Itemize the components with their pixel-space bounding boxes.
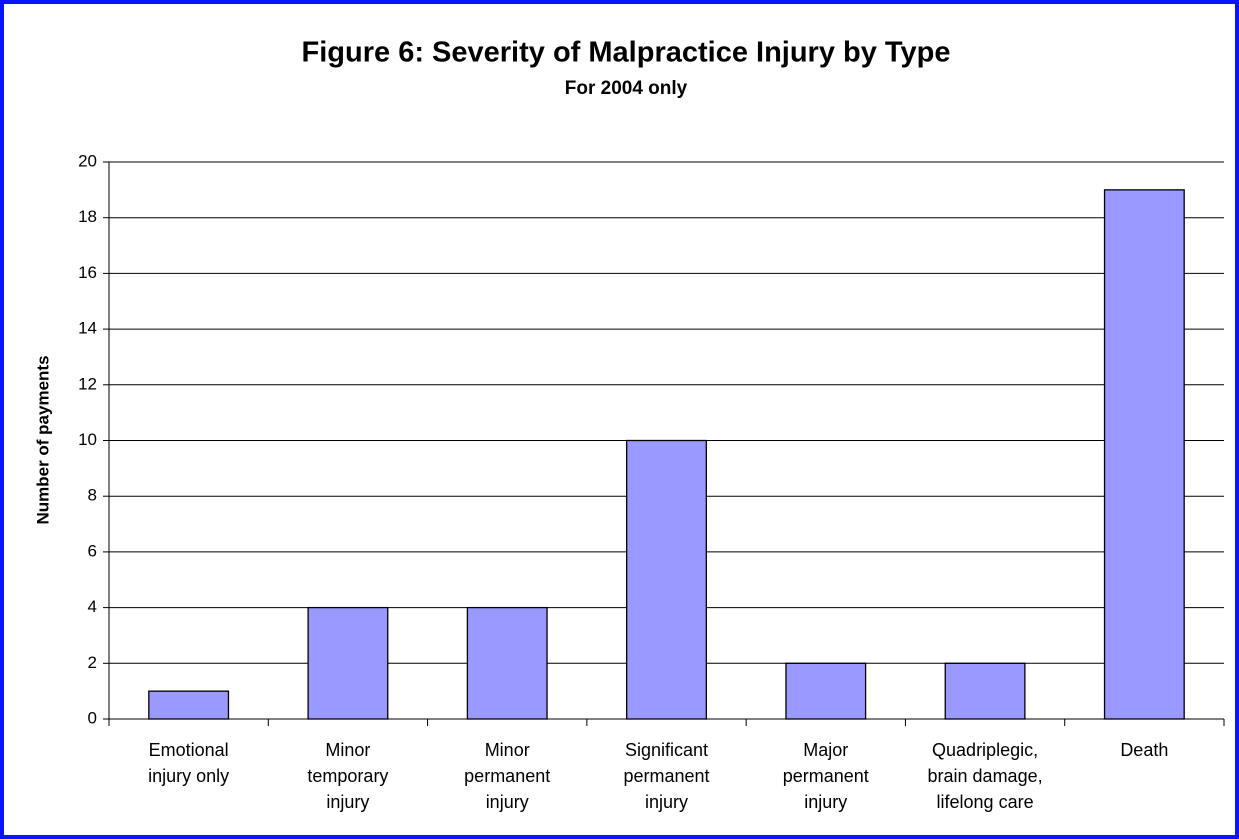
- bar: [944, 662, 1026, 720]
- chart-subtitle: For 2004 only: [565, 78, 688, 99]
- y-tick-label: 18: [78, 207, 97, 226]
- x-tick-label: Minor temporary injury: [307, 740, 389, 812]
- y-axis-label: Number of payments: [33, 355, 52, 524]
- bar: [785, 662, 867, 720]
- y-tick-label: 16: [78, 263, 97, 282]
- x-tick-label: Minor permanent injury: [464, 740, 551, 812]
- x-tick-label: Major permanent injury: [782, 740, 869, 812]
- bar: [148, 690, 230, 720]
- x-tick-label: Significant permanent injury: [623, 740, 710, 812]
- y-tick-label: 10: [78, 430, 97, 449]
- y-tick-label: 2: [88, 653, 97, 672]
- y-tick-label: 6: [88, 541, 97, 560]
- chart-title: Figure 6: Severity of Malpractice Injury…: [302, 37, 951, 69]
- y-tick-label: 14: [78, 319, 97, 338]
- bar: [307, 606, 389, 720]
- y-tick-label: 4: [88, 597, 97, 616]
- x-tick-label: Quadriplegic, brain damage, lifelong car…: [927, 740, 1043, 812]
- y-tick-label: 12: [78, 374, 97, 393]
- bar: [626, 439, 707, 720]
- bar: [466, 606, 548, 720]
- y-tick-label: 8: [88, 486, 97, 505]
- y-tick-label: 0: [88, 708, 97, 727]
- x-tick-label: Emotional injury only: [148, 740, 230, 786]
- x-tick-label: Death: [1120, 740, 1169, 760]
- bar: [1103, 189, 1185, 720]
- y-tick-label: 20: [78, 151, 97, 170]
- chart: Figure 6: Severity of Malpractice Injury…: [33, 37, 1225, 727]
